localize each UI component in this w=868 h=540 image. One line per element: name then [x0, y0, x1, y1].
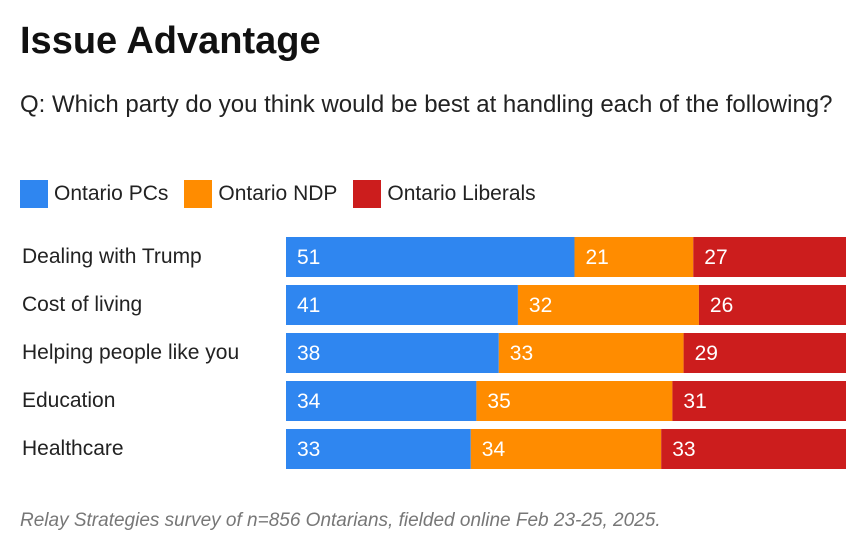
data-label: 35 — [487, 390, 510, 413]
category-label: Healthcare — [22, 437, 124, 460]
data-label: 21 — [585, 246, 608, 269]
data-label: 34 — [482, 438, 506, 461]
bar-segment — [693, 237, 846, 277]
legend-swatch — [353, 180, 382, 208]
bar-segment — [683, 333, 846, 373]
bar-segment — [286, 429, 471, 469]
legend-item: Ontario NDP — [184, 180, 337, 208]
bar-segment — [517, 285, 699, 325]
legend-label: Ontario Liberals — [387, 182, 536, 205]
data-label: 32 — [529, 294, 552, 317]
data-label: 41 — [297, 294, 320, 317]
footnote: Relay Strategies survey of n=856 Ontaria… — [20, 510, 661, 531]
category-label: Education — [22, 389, 115, 412]
bar-segment — [698, 285, 846, 325]
bar-segment — [286, 237, 575, 277]
bar-segment — [661, 429, 846, 469]
bar-segment — [672, 381, 846, 421]
bar-segment — [286, 333, 499, 373]
category-label: Dealing with Trump — [22, 245, 202, 268]
data-label: 29 — [695, 342, 718, 365]
bar-segment — [286, 285, 518, 325]
category-label: Cost of living — [22, 293, 142, 316]
bar-segment — [498, 333, 684, 373]
bar-segment — [286, 381, 477, 421]
legend-label: Ontario NDP — [218, 182, 338, 205]
legend-item: Ontario PCs — [20, 180, 168, 208]
data-label: 31 — [683, 390, 706, 413]
legend-label: Ontario PCs — [54, 182, 169, 205]
legend-item: Ontario Liberals — [353, 180, 536, 208]
bar-segment — [574, 237, 694, 277]
data-label: 34 — [297, 390, 321, 413]
legend-swatch — [184, 180, 213, 208]
chart-title: Issue Advantage — [20, 20, 321, 62]
legend-swatch — [20, 180, 48, 208]
data-label: 38 — [297, 342, 320, 365]
data-label: 27 — [704, 246, 727, 269]
bar-segment — [476, 381, 673, 421]
data-label: 33 — [510, 342, 533, 365]
data-label: 33 — [672, 438, 695, 461]
legend: Ontario PCs Ontario NDP Ontario Liberals — [20, 180, 536, 208]
data-label: 26 — [710, 294, 733, 317]
chart-subtitle: Q: Which party do you think would be bes… — [20, 91, 833, 118]
data-label: 33 — [297, 438, 320, 461]
category-label: Helping people like you — [22, 341, 239, 364]
bar-segment — [470, 429, 662, 469]
data-label: 51 — [297, 246, 320, 269]
